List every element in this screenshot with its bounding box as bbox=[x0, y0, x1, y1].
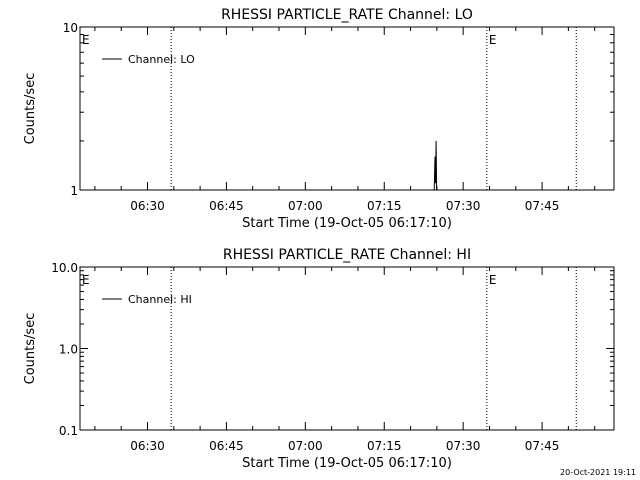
plot-timestamp: 20-Oct-2021 19:11 bbox=[560, 468, 636, 477]
y-axis-label: Counts/sec bbox=[23, 73, 38, 145]
y-axis-label: Counts/sec bbox=[23, 313, 38, 385]
x-axis-label: Start Time (19-Oct-05 06:17:10) bbox=[242, 216, 452, 231]
data-series-line bbox=[433, 140, 438, 191]
x-tick-label: 07:45 bbox=[525, 439, 560, 453]
y-tick-label: 1 bbox=[70, 184, 78, 198]
y-tick-label: 10.0 bbox=[51, 261, 78, 275]
y-tick-label: 10 bbox=[63, 21, 78, 35]
x-tick-label: 07:15 bbox=[367, 199, 402, 213]
x-axis-label: Start Time (19-Oct-05 06:17:10) bbox=[242, 456, 452, 471]
x-tick-label: 07:30 bbox=[446, 199, 481, 213]
marker-label: E bbox=[82, 273, 90, 287]
x-tick-label: 07:00 bbox=[288, 439, 323, 453]
marker-label: E bbox=[489, 273, 497, 287]
x-tick-label: 06:45 bbox=[209, 439, 244, 453]
plot-frame bbox=[79, 26, 615, 191]
y-tick-label: 0.1 bbox=[59, 424, 78, 438]
marker-label: E bbox=[82, 33, 90, 47]
chart-title: RHESSI PARTICLE_RATE Channel: LO bbox=[221, 7, 473, 23]
x-tick-label: 06:30 bbox=[130, 439, 165, 453]
y-tick-label: 1.0 bbox=[59, 343, 78, 357]
x-tick-label: 07:30 bbox=[446, 439, 481, 453]
x-tick-label: 07:15 bbox=[367, 439, 402, 453]
x-tick-label: 06:30 bbox=[130, 199, 165, 213]
chart-panel-2: RHESSI PARTICLE_RATE Channel: HI Counts/s… bbox=[23, 247, 615, 471]
chart-title: RHESSI PARTICLE_RATE Channel: HI bbox=[223, 247, 471, 263]
legend-label: Channel: HI bbox=[128, 293, 192, 306]
marker-label: E bbox=[489, 33, 497, 47]
plot-frame bbox=[79, 266, 615, 431]
x-tick-label: 06:45 bbox=[209, 199, 244, 213]
x-tick-label: 07:45 bbox=[525, 199, 560, 213]
chart-panel-1: RHESSI PARTICLE_RATE Channel: LO Counts/s… bbox=[23, 7, 615, 231]
x-tick-label: 07:00 bbox=[288, 199, 323, 213]
legend-label: Channel: LO bbox=[128, 53, 195, 66]
